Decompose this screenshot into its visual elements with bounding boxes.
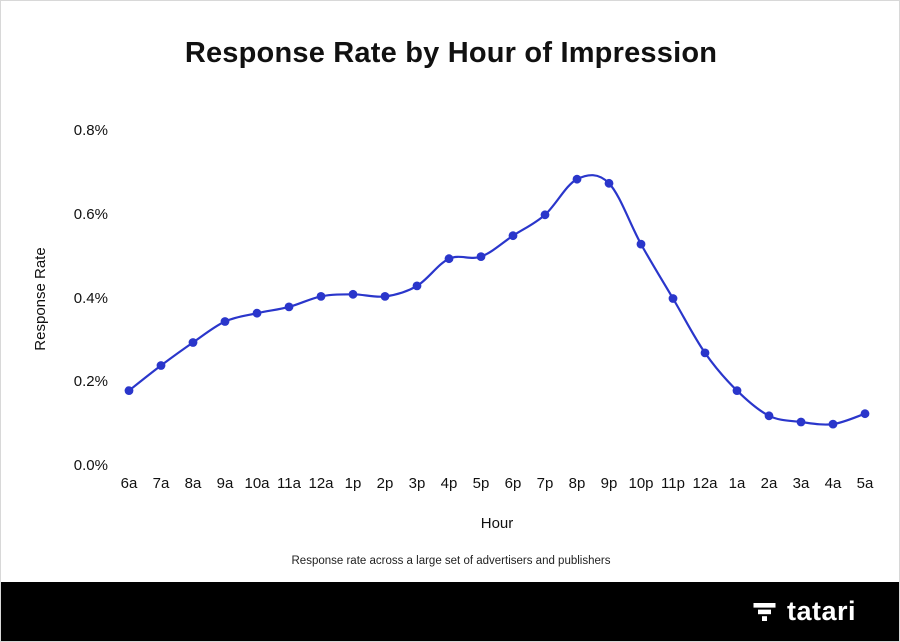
x-tick-label: 9a	[216, 475, 234, 492]
data-point-marker	[828, 419, 838, 429]
x-tick-label: 4p	[440, 475, 458, 492]
x-tick-label: 12a	[308, 475, 334, 492]
x-tick-label: 8p	[568, 475, 586, 492]
x-tick-label: 3a	[792, 475, 810, 492]
data-point-marker	[860, 409, 870, 419]
x-tick-label: 6a	[120, 475, 138, 492]
data-point-marker	[476, 252, 486, 261]
x-tick-label: 10a	[244, 475, 270, 492]
x-tick-label: 7p	[536, 475, 554, 492]
x-tick-label: 3p	[408, 475, 426, 492]
x-tick-label: 10p	[628, 475, 654, 492]
data-point-marker	[444, 254, 454, 264]
data-point-marker	[316, 292, 326, 301]
data-point-marker	[188, 338, 198, 347]
x-tick-label: 11a	[277, 475, 301, 492]
x-axis-title: Hour	[480, 515, 514, 532]
x-tick-label: 9p	[600, 475, 618, 492]
y-tick-label: 0.2%	[73, 373, 108, 391]
x-tick-label: 7a	[152, 475, 170, 492]
y-tick-label: 0.8%	[73, 122, 108, 139]
data-point-marker	[412, 281, 422, 291]
data-point-marker	[124, 386, 134, 395]
x-tick-label: 2p	[376, 475, 394, 492]
x-tick-label: 8a	[184, 475, 202, 492]
y-tick-label: 0.0%	[73, 457, 108, 474]
chart-title: Response Rate by Hour of Impression	[184, 37, 718, 69]
x-tick-label: 4a	[824, 475, 842, 492]
data-point-marker	[604, 178, 614, 188]
x-tick-label: 1p	[344, 475, 362, 492]
data-point-marker	[668, 294, 678, 303]
data-point-marker	[796, 417, 806, 427]
data-point-marker	[700, 348, 710, 358]
tatari-logo-icon	[753, 602, 776, 621]
response-rate-line	[128, 174, 866, 426]
footer-bar: tatari	[1, 582, 899, 641]
data-point-marker	[380, 292, 390, 301]
data-point-marker	[572, 174, 582, 184]
data-point-marker	[508, 231, 518, 241]
data-point-marker	[540, 210, 550, 220]
data-point-marker	[220, 317, 230, 326]
brand-lockup: tatari	[753, 596, 856, 627]
data-point-marker	[348, 289, 358, 299]
data-point-marker	[284, 302, 294, 312]
y-tick-label: 0.4%	[73, 289, 108, 307]
x-tick-label: 12a	[692, 475, 718, 492]
data-point-marker	[732, 386, 742, 395]
x-tick-label: 2a	[760, 475, 778, 492]
x-tick-label: 6p	[504, 475, 522, 492]
data-point-marker	[636, 239, 646, 249]
data-point-marker	[764, 411, 774, 421]
x-tick-label: 11p	[661, 475, 685, 492]
chart-caption: Response rate across a large set of adve…	[291, 555, 611, 567]
x-tick-label: 5a	[856, 475, 874, 492]
x-tick-label: 1a	[728, 475, 746, 492]
tatari-wordmark: tatari	[786, 596, 856, 626]
x-tick-label: 5p	[472, 475, 490, 492]
y-tick-label: 0.6%	[73, 205, 108, 223]
data-point-marker	[156, 361, 166, 370]
data-point-marker	[252, 308, 262, 318]
y-axis-title: Response Rate	[32, 247, 49, 351]
